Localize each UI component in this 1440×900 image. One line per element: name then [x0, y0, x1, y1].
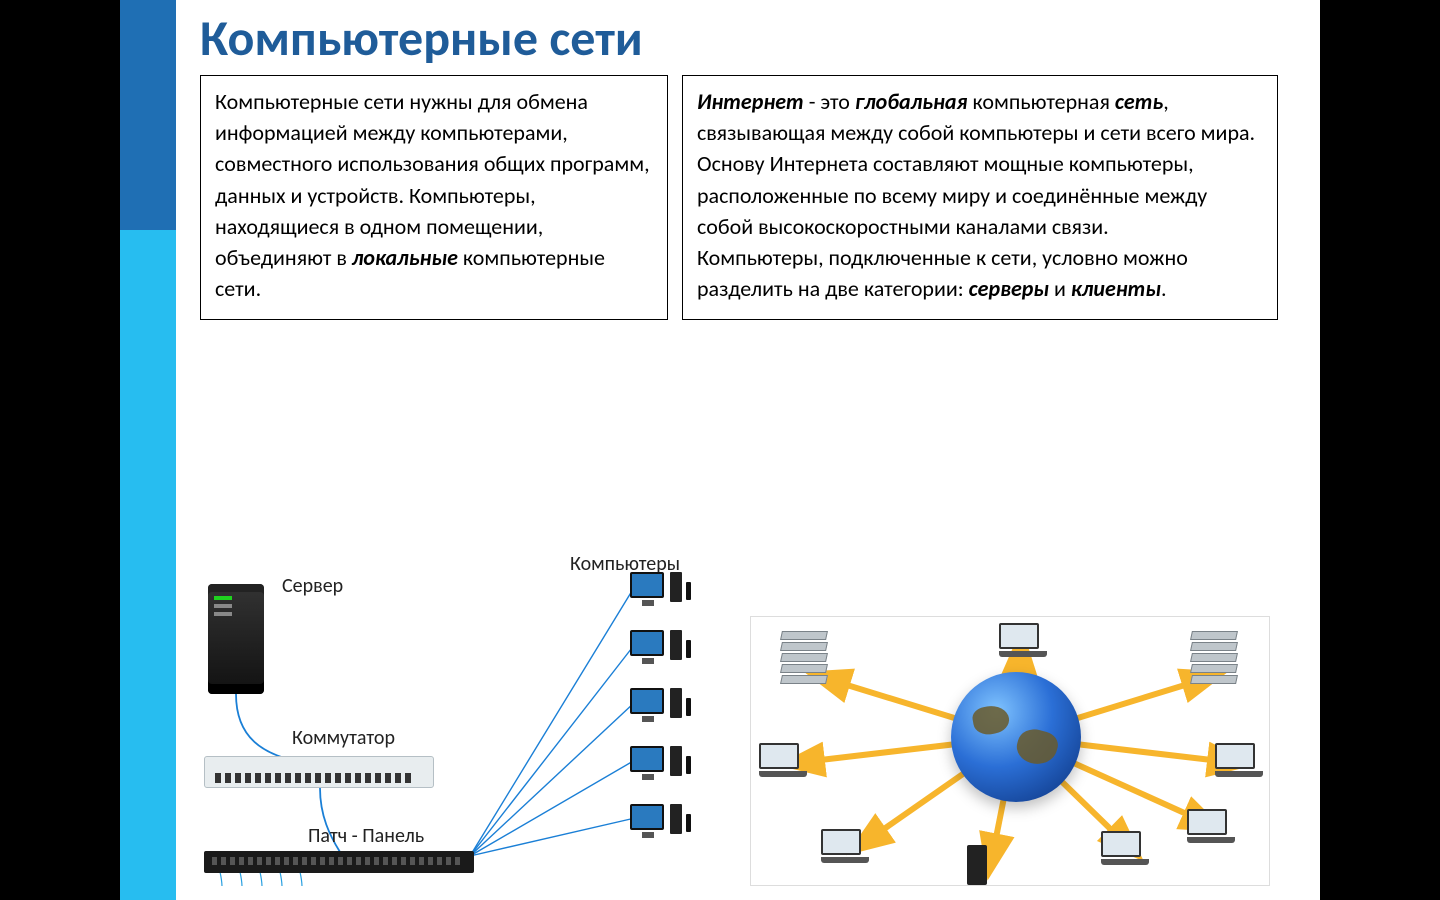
label-patch: Патч - Панель — [308, 824, 424, 848]
right-p3: Компьютеры, подключенные к сети, условно… — [697, 242, 1263, 304]
computer-icon — [630, 802, 690, 844]
bold-clients: клиенты — [1071, 275, 1161, 302]
accent-light — [120, 230, 176, 900]
right-p2: Основу Интернета составляют мощные компь… — [697, 148, 1263, 242]
tower-icon — [967, 845, 989, 881]
bold-internet: Интернет — [697, 88, 804, 115]
laptop-icon — [759, 743, 807, 779]
local-network-diagram: Сервер Компьютеры Коммутатор Патч - Пане… — [200, 556, 720, 886]
page-title: Компьютерные сети — [200, 8, 1300, 69]
globe-icon — [951, 672, 1081, 802]
box-local-networks: Компьютерные сети нужны для обмена инфор… — [200, 75, 668, 320]
monitor-icon — [1101, 831, 1149, 867]
internet-globe-diagram — [750, 616, 1270, 886]
text-boxes: Компьютерные сети нужны для обмена инфор… — [200, 75, 1300, 320]
r2: - это — [804, 88, 855, 115]
laptop-icon — [1215, 743, 1263, 779]
accent-dark — [120, 0, 176, 230]
r10: и — [1049, 275, 1071, 302]
monitor-icon — [821, 829, 869, 865]
r12: . — [1161, 275, 1167, 302]
computer-icon — [630, 686, 690, 728]
right-p1: Интернет - это глобальная компьютерная с… — [697, 86, 1263, 148]
slide: Компьютерные сети Компьютерные сети нужн… — [120, 0, 1320, 900]
r4: компьютерная — [967, 88, 1114, 115]
left-bold-local: локальные — [352, 244, 458, 271]
accent-bar — [120, 0, 176, 900]
box-internet: Интернет - это глобальная компьютерная с… — [682, 75, 1278, 320]
computer-icon — [630, 744, 690, 786]
label-switch: Коммутатор — [292, 726, 395, 750]
laptop-icon — [1187, 809, 1235, 845]
diagram-row: Сервер Компьютеры Коммутатор Патч - Пане… — [200, 556, 1300, 886]
bold-global: глобальная — [855, 88, 968, 115]
server-icon — [208, 584, 264, 694]
computer-icon — [630, 628, 690, 670]
switch-icon — [204, 756, 434, 788]
label-server: Сервер — [282, 574, 343, 598]
server-stack-icon — [1191, 631, 1237, 699]
monitor-icon — [999, 623, 1047, 659]
bold-net: сеть — [1115, 88, 1163, 115]
left-paragraph: Компьютерные сети нужны для обмена инфор… — [215, 86, 653, 305]
server-stack-icon — [781, 631, 827, 699]
computer-icon — [630, 570, 690, 612]
bold-servers: серверы — [969, 275, 1049, 302]
patch-panel-icon — [204, 851, 474, 873]
